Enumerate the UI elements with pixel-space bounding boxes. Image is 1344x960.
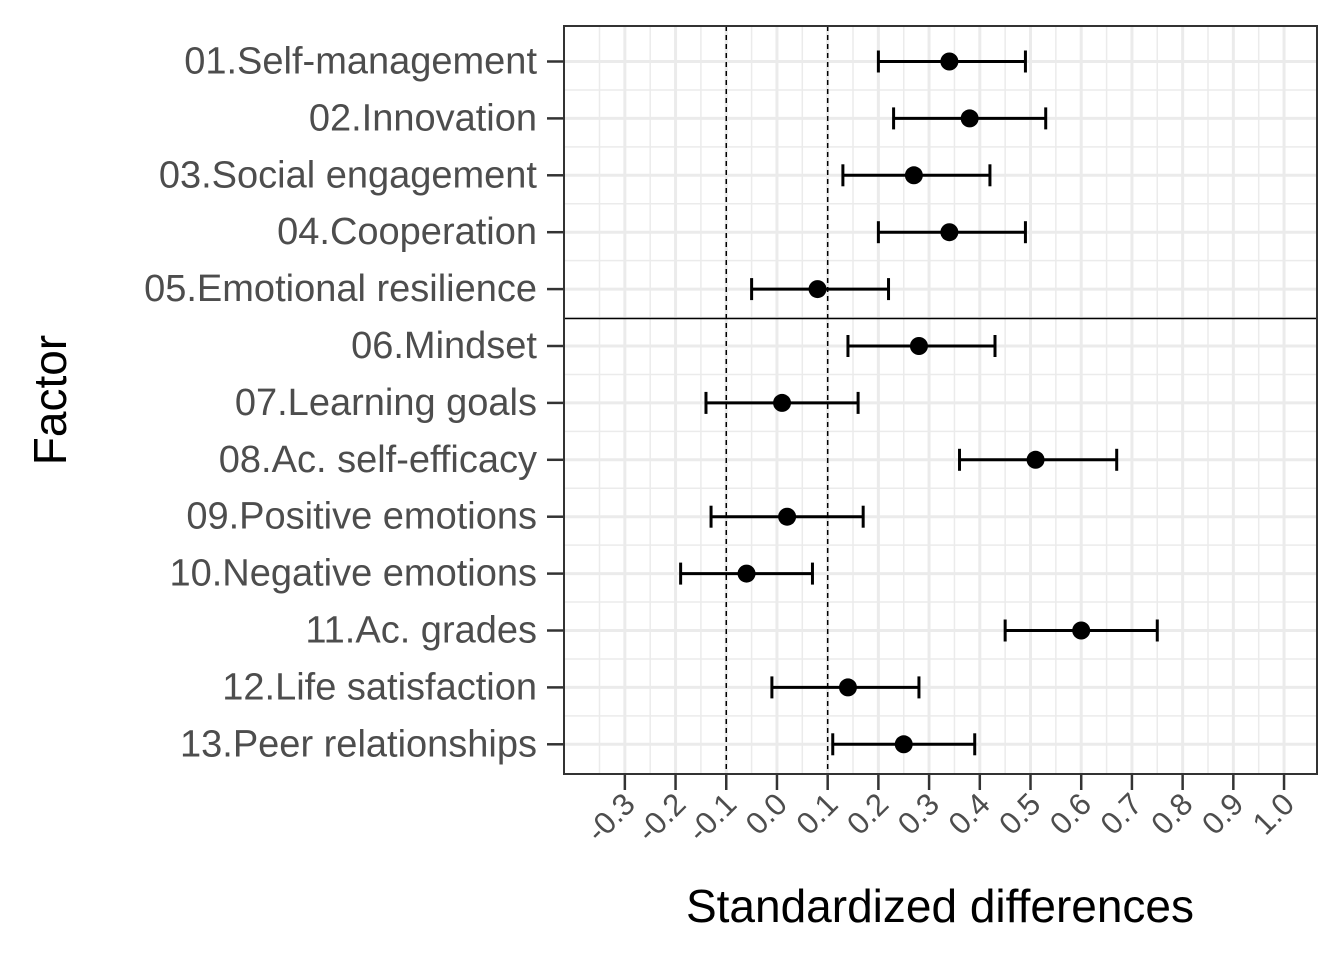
- x-tick-label: 0.8: [1144, 786, 1199, 841]
- y-tick-label: 09.Positive emotions: [186, 496, 537, 538]
- x-tick-label: 0.0: [739, 786, 794, 841]
- x-axis: -0.3-0.2-0.10.00.10.20.30.40.50.60.70.80…: [579, 775, 1301, 849]
- grid-layer: [564, 26, 1317, 774]
- y-tick-label: 11.Ac. grades: [305, 610, 537, 652]
- x-tick-label: -0.2: [630, 786, 693, 849]
- data-point: [1072, 621, 1091, 640]
- data-point: [773, 393, 792, 412]
- data-point: [940, 52, 959, 71]
- y-tick-label: 02.Innovation: [309, 97, 537, 139]
- y-axis-title: Factor: [24, 335, 76, 465]
- x-tick-label: 0.2: [840, 786, 895, 841]
- y-tick-label: 08.Ac. self-efficacy: [219, 439, 537, 481]
- data-point: [1026, 450, 1045, 469]
- y-tick-label: 01.Self-management: [184, 41, 537, 83]
- x-tick-label: 0.7: [1094, 786, 1149, 841]
- x-tick-label: 0.9: [1195, 786, 1250, 841]
- x-tick-label: -0.1: [681, 786, 744, 849]
- y-tick-label: 06.Mindset: [351, 325, 537, 367]
- x-axis-title: Standardized differences: [686, 880, 1194, 932]
- x-tick-label: 1.0: [1246, 786, 1301, 841]
- data-point: [737, 564, 756, 583]
- y-tick-label: 05.Emotional resilience: [144, 268, 537, 310]
- data-point: [940, 223, 959, 242]
- data-point: [778, 507, 797, 526]
- x-tick-label: 0.1: [789, 786, 844, 841]
- data-point: [904, 166, 923, 185]
- data-point: [909, 337, 928, 355]
- data-point: [808, 280, 827, 299]
- x-tick-label: 0.5: [992, 786, 1047, 841]
- reference-lines: [725, 26, 829, 774]
- y-tick-label: 04.Cooperation: [277, 211, 537, 253]
- panel-background: [564, 26, 1317, 774]
- x-tick-label: -0.3: [579, 786, 642, 849]
- x-tick-label: 0.3: [891, 786, 946, 841]
- y-tick-label: 12.Life satisfaction: [222, 666, 537, 708]
- data-point: [960, 109, 979, 128]
- data-point: [838, 678, 857, 697]
- panel-border: [563, 25, 1318, 775]
- x-tick-label: 0.6: [1043, 786, 1098, 841]
- y-tick-label: 13.Peer relationships: [180, 723, 537, 765]
- data-point: [894, 735, 913, 754]
- points: [737, 52, 1091, 754]
- y-tick-label: 10.Negative emotions: [169, 553, 537, 595]
- y-tick-label: 03.Social engagement: [159, 154, 538, 196]
- y-tick-label: 07.Learning goals: [235, 382, 537, 424]
- x-tick-label: 0.4: [942, 786, 997, 841]
- y-axis: 01.Self-management 02.Innovation 03.Social…: [144, 41, 563, 765]
